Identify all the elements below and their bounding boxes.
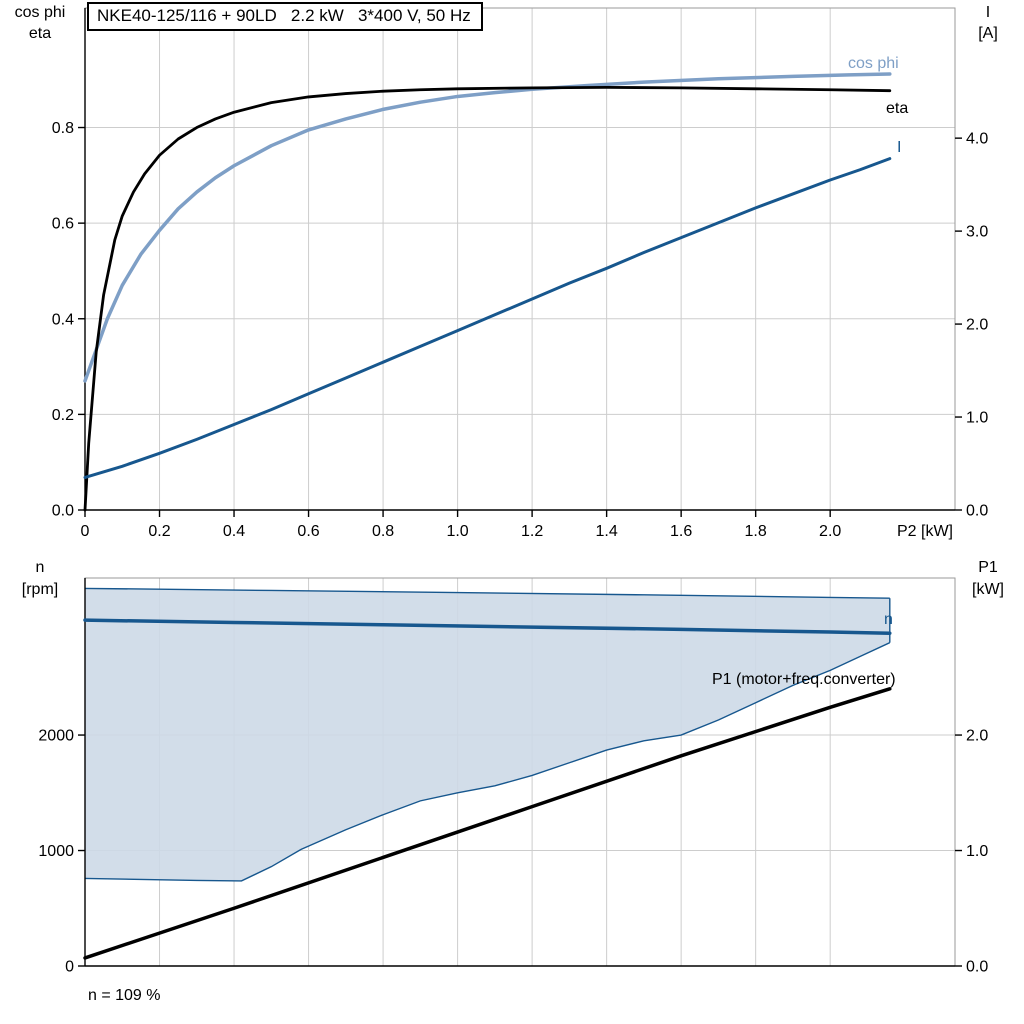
- left-tick-label: 0.4: [52, 311, 74, 328]
- annotation-cos-phi: cos phi: [848, 55, 899, 72]
- x-axis-label: P2 [kW]: [897, 523, 953, 540]
- annotation-n: n: [884, 611, 893, 628]
- left-tick-label: 2000: [38, 728, 74, 745]
- left-tick-label: 0: [65, 959, 74, 976]
- x-tick-label: 0.2: [148, 523, 170, 540]
- right-tick-label: 3.0: [966, 224, 988, 241]
- x-tick-label: 1.2: [521, 523, 543, 540]
- left-tick-label: 0.2: [52, 407, 74, 424]
- region-lower-boundary: [84, 642, 891, 882]
- annotation-n-109: n = 109 %: [88, 987, 161, 1004]
- series-eta: [83, 85, 892, 512]
- left-axis-title-line: eta: [29, 25, 51, 42]
- x-tick-label: 1.4: [596, 523, 618, 540]
- series-i: [83, 157, 892, 479]
- left-axis-title-line: n: [36, 559, 45, 576]
- right-axis-title-line: [kW]: [972, 581, 1004, 598]
- chart-1: 0 1000 2000 0.0 1.0 2.0 n [rpm] P1 [kW] n P1 (motor…: [22, 559, 1004, 1004]
- x-tick-label: 1.0: [446, 523, 468, 540]
- x-tick-label: 0.4: [223, 523, 245, 540]
- region-upper-boundary: [84, 587, 890, 599]
- series-p1-motor-freq-converter: [83, 687, 892, 960]
- right-tick-label: 2.0: [966, 728, 988, 745]
- right-axis-title-line: [A]: [978, 25, 998, 42]
- annotation-eta: eta: [886, 100, 908, 117]
- region-speed-control-range: [85, 588, 890, 881]
- left-axis-title-line: [rpm]: [22, 581, 58, 598]
- x-tick-label: 0.8: [372, 523, 394, 540]
- right-axis-title-line: I: [986, 4, 990, 21]
- x-tick-label: 0.6: [297, 523, 319, 540]
- right-tick-label: 2.0: [966, 317, 988, 334]
- series-n: [83, 618, 892, 635]
- chart-title: NKE40-125/116 + 90LD 2.2 kW 3*400 V, 50 …: [87, 2, 483, 31]
- chart-0: 0.0 0.2 0.4 0.6 0.8 0.0 1.0 2.0 3.0 4.0 0 0.2 0.4 0.6…: [15, 4, 998, 540]
- left-axis-title-line: cos phi: [15, 4, 66, 21]
- series-cos-phi: [83, 72, 892, 383]
- right-tick-label: 1.0: [966, 410, 988, 427]
- right-tick-label: 4.0: [966, 131, 988, 148]
- x-tick-label: 2.0: [819, 523, 841, 540]
- plot-frame: [84, 7, 956, 511]
- right-tick-label: 1.0: [966, 843, 988, 860]
- x-tick-label: 1.6: [670, 523, 692, 540]
- x-tick-label: 0: [81, 523, 90, 540]
- right-axis-title-line: P1: [978, 559, 998, 576]
- right-tick-label: 0.0: [966, 959, 988, 976]
- annotation-i: I: [897, 139, 901, 156]
- left-tick-label: 0.0: [52, 503, 74, 520]
- annotation-p1-motor-freq-converter: P1 (motor+freq.converter): [712, 671, 896, 688]
- left-tick-label: 0.6: [52, 216, 74, 233]
- x-tick-label: 1.8: [745, 523, 767, 540]
- right-tick-label: 0.0: [966, 503, 988, 520]
- left-tick-label: 1000: [38, 843, 74, 860]
- left-tick-label: 0.8: [52, 120, 74, 137]
